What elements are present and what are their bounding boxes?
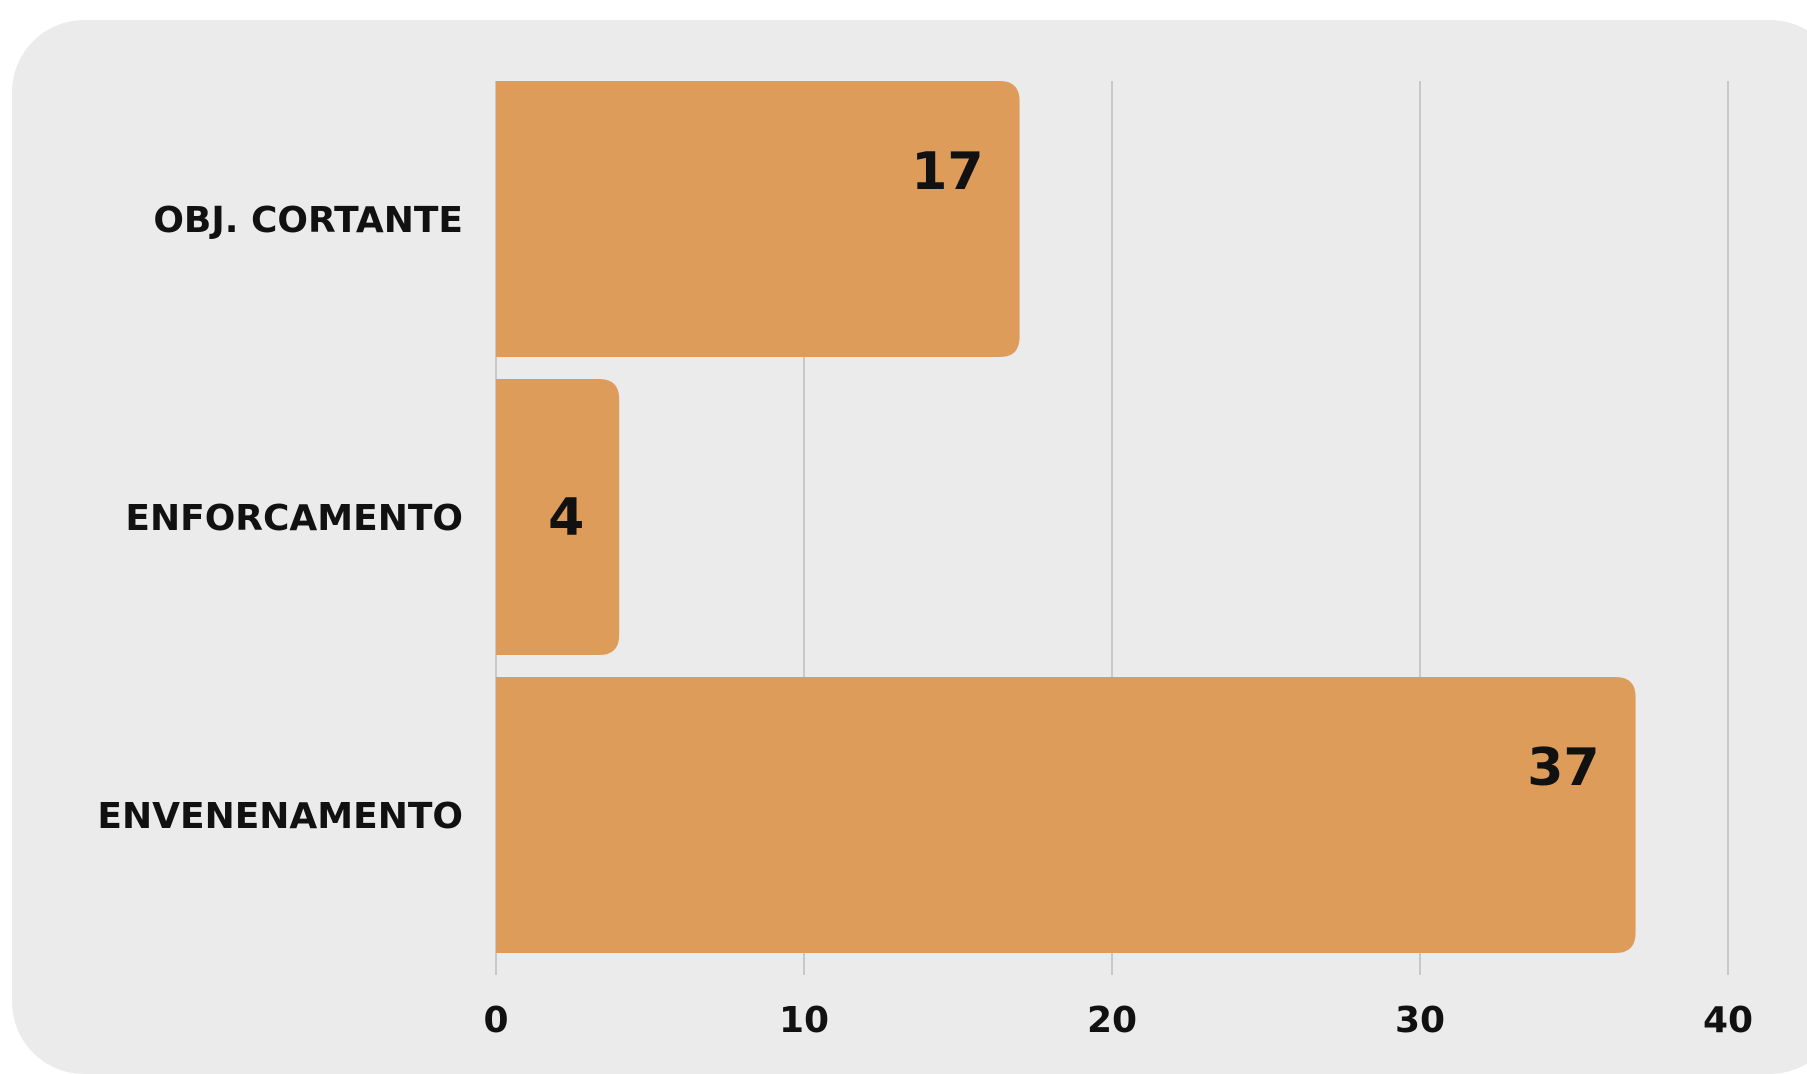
category-label: ENFORCAMENTO bbox=[125, 498, 463, 539]
data-label: 37 bbox=[1527, 738, 1599, 798]
x-tick-label: 0 bbox=[483, 1000, 508, 1041]
x-tick-label: 40 bbox=[1703, 1000, 1753, 1041]
bar-enforcamento bbox=[496, 379, 620, 655]
data-label: 4 bbox=[548, 488, 584, 548]
bar-envenenamento bbox=[496, 677, 1636, 953]
x-tick-label: 10 bbox=[779, 1000, 829, 1041]
labels: 0 10 20 30 40 OBJ. CORTANTE 17 ENFORCAMENTO 4 ENV… bbox=[97, 142, 1753, 1041]
bars bbox=[496, 81, 1636, 953]
category-label: ENVENENAMENTO bbox=[97, 796, 463, 837]
x-tick-label: 30 bbox=[1395, 1000, 1445, 1041]
bar-obj-cortante bbox=[496, 81, 1020, 357]
x-tick-label: 20 bbox=[1087, 1000, 1137, 1041]
category-label: OBJ. CORTANTE bbox=[153, 200, 463, 241]
data-label: 17 bbox=[911, 142, 983, 202]
